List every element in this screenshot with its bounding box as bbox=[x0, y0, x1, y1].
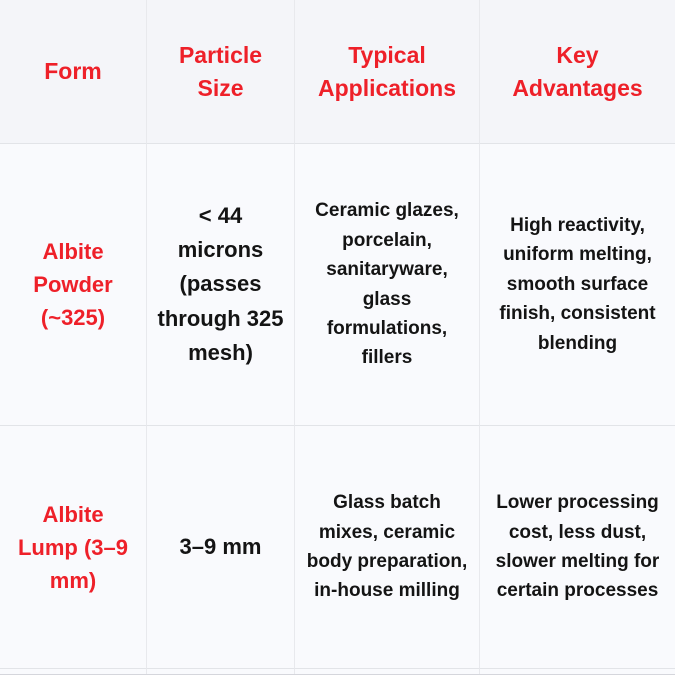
bottom-strip-col4 bbox=[479, 668, 675, 674]
row1-particle-size: < 44 microns (passes through 325 mesh) bbox=[146, 143, 294, 425]
bottom-strip-col2 bbox=[146, 668, 294, 674]
row1-form-label: Albite Powder (~325) bbox=[0, 143, 146, 425]
row1-typical-applications: Ceramic glazes, porcelain, sanitaryware,… bbox=[294, 143, 479, 425]
row2-form-label: Albite Lump (3–9 mm) bbox=[0, 425, 146, 668]
column-header-typical-applications: Typical Applications bbox=[294, 0, 479, 143]
bottom-strip-col3 bbox=[294, 668, 479, 674]
column-header-particle-size: Particle Size bbox=[146, 0, 294, 143]
row2-particle-size: 3–9 mm bbox=[146, 425, 294, 668]
bottom-strip-col1 bbox=[0, 668, 146, 674]
column-header-key-advantages: Key Advantages bbox=[479, 0, 675, 143]
row1-key-advantages: High reactivity, uniform melting, smooth… bbox=[479, 143, 675, 425]
row2-key-advantages: Lower processing cost, less dust, slower… bbox=[479, 425, 675, 668]
row2-typical-applications: Glass batch mixes, ceramic body preparat… bbox=[294, 425, 479, 668]
column-header-form: Form bbox=[0, 0, 146, 143]
